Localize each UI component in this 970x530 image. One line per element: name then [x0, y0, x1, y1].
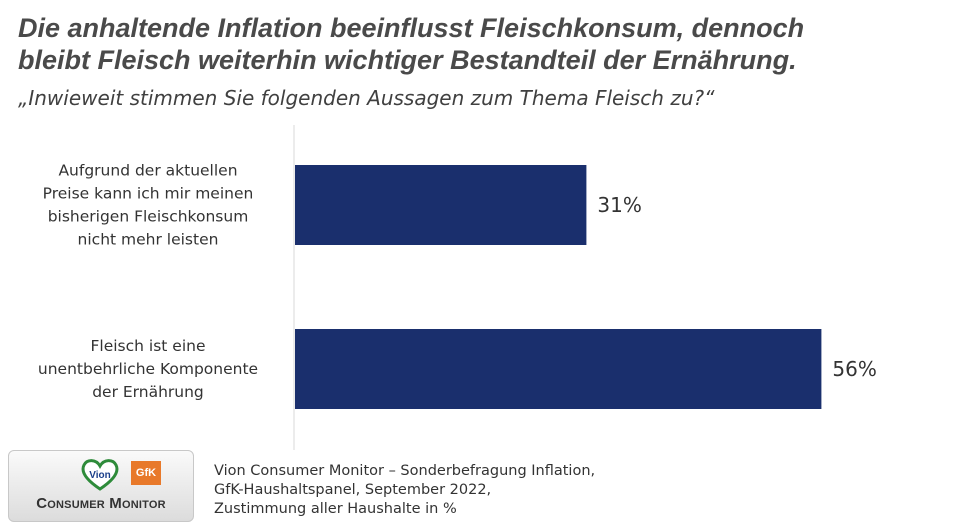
chart-subtitle: „Inwieweit stimmen Sie folgenden Aussage…: [18, 86, 715, 110]
vion-logo-text: Vion: [89, 470, 110, 481]
source-line-2: GfK-Haushaltspanel, September 2022,: [214, 482, 492, 498]
consumer-monitor-logo: Vion GfK Consumer Monitor: [8, 450, 194, 522]
source-line-3: Zustimmung aller Haushalte in %: [214, 501, 457, 517]
category-label-2: Fleisch ist eine unentbehrliche Komponent…: [38, 337, 258, 401]
bar-1: [295, 165, 587, 245]
chart-title: Die anhaltende Inflation beeinflusst Fle…: [18, 12, 958, 76]
consumer-monitor-text: Consumer Monitor: [36, 495, 166, 512]
source-line-1: Vion Consumer Monitor – Sonderbefragung …: [214, 463, 596, 479]
gfk-logo: GfK: [131, 461, 161, 485]
vion-heart-icon: Vion: [81, 459, 119, 491]
value-label-1: 31%: [597, 193, 641, 217]
value-label-2: 56%: [832, 357, 876, 381]
bar-2: [295, 329, 822, 409]
title-line-2: bleibt Fleisch weiterhin wichtiger Besta…: [18, 45, 797, 75]
source-note: Vion Consumer Monitor – Sonderbefragung …: [214, 462, 595, 519]
title-line-1: Die anhaltende Inflation beeinflusst Fle…: [18, 13, 805, 43]
category-label-1: Aufgrund der aktuellen Preise kann ich mi…: [43, 162, 254, 249]
